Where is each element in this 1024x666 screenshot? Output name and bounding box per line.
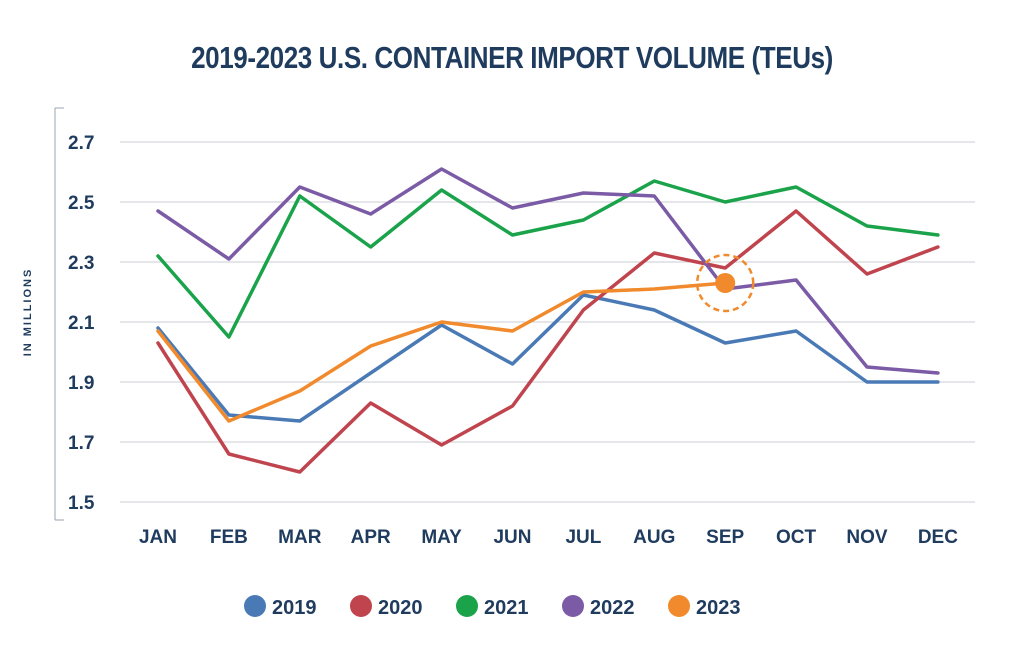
series-line-2022 bbox=[156, 167, 940, 375]
y-axis-label: IN MILLIONS bbox=[22, 268, 34, 357]
x-tick-label: JUL bbox=[565, 527, 601, 548]
x-tick-label: JUN bbox=[493, 527, 531, 548]
x-tick-label: MAY bbox=[421, 527, 462, 548]
y-tick-label: 1.7 bbox=[68, 433, 94, 454]
x-tick-label: NOV bbox=[846, 527, 888, 548]
x-tick-label: OCT bbox=[776, 527, 817, 548]
legend-label: 2020 bbox=[378, 597, 423, 619]
y-tick-label: 2.7 bbox=[68, 133, 94, 154]
legend-marker-2023 bbox=[668, 595, 690, 617]
legend-label: 2023 bbox=[696, 597, 741, 619]
x-tick-label: MAR bbox=[278, 527, 322, 548]
series-lines bbox=[156, 167, 940, 474]
highlight-point bbox=[715, 273, 736, 293]
series-line-2023 bbox=[156, 281, 727, 423]
series-line-2021 bbox=[156, 179, 940, 339]
y-tick-labels: 2.7 2.5 2.3 2.1 1.9 1.7 1.5 bbox=[68, 133, 95, 514]
grid-lines bbox=[120, 141, 975, 503]
x-tick-label: FEB bbox=[210, 527, 248, 548]
y-tick-label: 2.1 bbox=[68, 313, 95, 334]
y-tick-label: 2.5 bbox=[68, 193, 95, 214]
x-tick-label: APR bbox=[351, 527, 391, 548]
series-line-2020 bbox=[156, 209, 940, 474]
y-tick-label: 1.9 bbox=[68, 373, 94, 394]
x-tick-label: AUG bbox=[633, 527, 675, 548]
x-tick-label: SEP bbox=[706, 527, 744, 548]
x-tick-label: JAN bbox=[139, 527, 177, 548]
highlight-marker bbox=[695, 253, 755, 313]
x-tick-labels: JAN FEB MAR APR MAY JUN JUL AUG SEP OCT NOV DEC bbox=[139, 527, 958, 548]
highlight-ring bbox=[695, 253, 755, 313]
chart-title: 2019-2023 U.S. CONTAINER IMPORT VOLUME (… bbox=[191, 40, 833, 75]
legend-marker-2021 bbox=[456, 595, 478, 617]
y-tick-label: 1.5 bbox=[68, 493, 95, 514]
legend-label: 2021 bbox=[484, 597, 529, 619]
legend-marker-2022 bbox=[562, 595, 584, 617]
legend-marker-2020 bbox=[350, 595, 372, 617]
legend-label: 2019 bbox=[272, 597, 317, 619]
legend-marker-2019 bbox=[244, 595, 266, 617]
series-line-2019 bbox=[156, 293, 940, 423]
legend-label: 2022 bbox=[590, 597, 635, 619]
x-tick-label: DEC bbox=[918, 527, 958, 548]
y-tick-label: 2.3 bbox=[68, 253, 94, 274]
legend: 2019 2020 2021 2022 2023 bbox=[244, 595, 741, 619]
